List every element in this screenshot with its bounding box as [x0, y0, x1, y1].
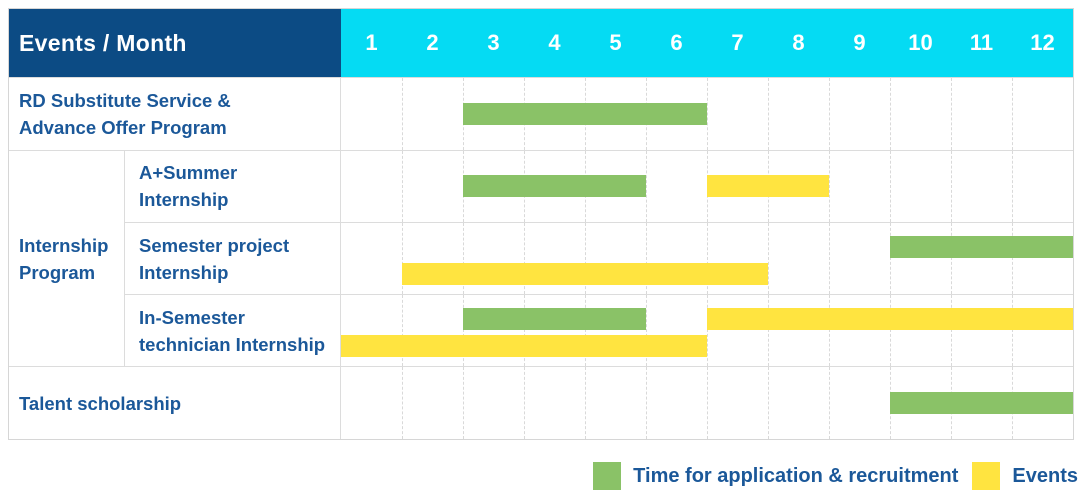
header-title-cell: Events / Month: [9, 9, 341, 77]
month-header-1: 1: [365, 30, 378, 55]
month-header-6: 6: [670, 30, 683, 55]
month-gridline: [402, 367, 403, 439]
green-gantt-bar: [463, 102, 707, 125]
month-gridline: [524, 222, 525, 295]
row-label: Semester project Internship: [125, 222, 341, 295]
month-gridline: [463, 222, 464, 295]
legend-item-events: Events: [972, 462, 1078, 490]
row-timeline: [341, 295, 1073, 367]
month-gridline: [829, 367, 830, 439]
month-gridline: [890, 295, 891, 367]
month-gridline: [1012, 150, 1013, 222]
month-gridline: [585, 295, 586, 367]
month-header-7: 7: [731, 30, 744, 55]
month-gridline: [890, 150, 891, 222]
month-gridline: [951, 150, 952, 222]
month-header-4: 4: [548, 30, 561, 55]
month-header-3: 3: [487, 30, 500, 55]
month-gridline: [829, 150, 830, 222]
month-gridline: [585, 367, 586, 439]
legend-item-application-recruitment: Time for application & recruitment: [593, 462, 958, 490]
month-gridline: [402, 150, 403, 222]
row-a-plus-summer-internship: A+Summer Internship: [125, 150, 1073, 222]
events-month-table: Events / Month 1 2 3 4 5 6 7 8 9 10 11 12 RD Substi…: [8, 8, 1074, 440]
row-label: Talent scholarship: [9, 367, 341, 439]
month-gridline: [1012, 222, 1013, 295]
month-gridline: [707, 367, 708, 439]
month-gridline: [951, 295, 952, 367]
month-gridline: [829, 295, 830, 367]
month-gridline: [1012, 78, 1013, 150]
row-timeline: [341, 367, 1073, 439]
row-semester-project-internship: Semester project Internship: [125, 221, 1073, 295]
month-gridline: [707, 78, 708, 150]
green-gantt-bar: [463, 308, 646, 331]
month-header-11: 11: [969, 30, 994, 55]
month-gridline: [463, 367, 464, 439]
row-label: RD Substitute Service & Advance Offer Pr…: [9, 78, 341, 150]
yellow-gantt-bar: [402, 262, 768, 285]
month-gridline: [768, 78, 769, 150]
internship-subrows: A+Summer Internship Semester project Int…: [125, 150, 1073, 367]
table-header-row: Events / Month 1 2 3 4 5 6 7 8 9 10 11 12: [9, 9, 1073, 77]
month-gridline: [524, 295, 525, 367]
group-label: Internship Program: [9, 150, 125, 367]
month-gridline: [646, 295, 647, 367]
internship-program-group: Internship Program A+Summer Internship S…: [9, 149, 1073, 367]
yellow-swatch-icon: [972, 462, 1001, 490]
month-header-10: 10: [908, 30, 933, 55]
month-gridline: [585, 222, 586, 295]
green-swatch-icon: [593, 462, 622, 490]
month-header-12: 12: [1030, 30, 1055, 55]
month-gridline: [646, 367, 647, 439]
row-label: In-Semester technician Internship: [125, 295, 341, 367]
green-gantt-bar: [890, 392, 1073, 415]
row-timeline: [341, 222, 1073, 295]
month-header-5: 5: [609, 30, 622, 55]
yellow-gantt-bar: [341, 335, 707, 358]
month-gridline: [1012, 295, 1013, 367]
month-gridline: [890, 222, 891, 295]
legend: Time for application & recruitment Event…: [593, 462, 1078, 490]
month-gridline: [707, 222, 708, 295]
month-gridline: [646, 222, 647, 295]
month-gridline: [951, 222, 952, 295]
month-gridline: [402, 222, 403, 295]
month-gridline: [768, 222, 769, 295]
month-gridline: [707, 295, 708, 367]
month-gridline: [646, 150, 647, 222]
month-gridline: [829, 78, 830, 150]
month-gridline: [951, 78, 952, 150]
row-rd-substitute-service: RD Substitute Service & Advance Offer Pr…: [9, 77, 1073, 150]
row-in-semester-technician-internship: In-Semester technician Internship: [125, 294, 1073, 367]
month-gridline: [463, 295, 464, 367]
month-gridline: [402, 78, 403, 150]
month-gridline: [829, 222, 830, 295]
yellow-gantt-bar: [707, 308, 1073, 331]
month-header-2: 2: [426, 30, 439, 55]
row-label: A+Summer Internship: [125, 150, 341, 222]
month-header-row: 1 2 3 4 5 6 7 8 9 10 11 12: [341, 9, 1073, 77]
month-header-8: 8: [792, 30, 805, 55]
green-gantt-bar: [890, 235, 1073, 258]
legend-label: Time for application & recruitment: [633, 464, 959, 487]
month-gridline: [768, 295, 769, 367]
row-talent-scholarship: Talent scholarship: [9, 366, 1073, 439]
month-gridline: [402, 295, 403, 367]
row-timeline: [341, 150, 1073, 222]
month-gridline: [890, 78, 891, 150]
yellow-gantt-bar: [707, 175, 829, 198]
green-gantt-bar: [463, 175, 646, 198]
row-timeline: [341, 78, 1073, 150]
month-gridline: [524, 367, 525, 439]
month-gridline: [768, 367, 769, 439]
month-header-9: 9: [853, 30, 866, 55]
legend-label: Events: [1012, 464, 1078, 487]
table-body: RD Substitute Service & Advance Offer Pr…: [9, 77, 1073, 439]
